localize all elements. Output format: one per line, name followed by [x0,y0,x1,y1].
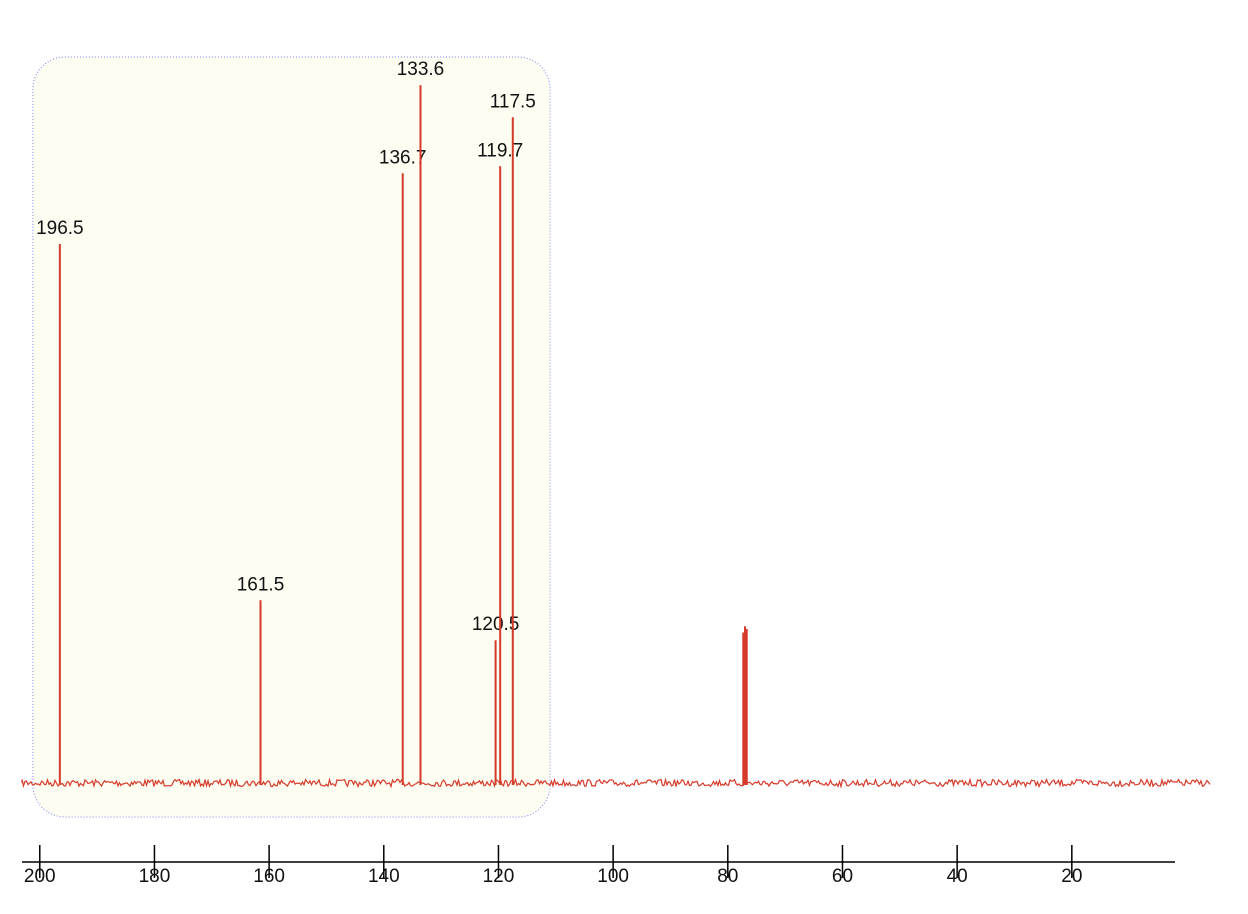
x-tick-label: 20 [1061,866,1082,887]
x-tick-label: 180 [139,866,171,887]
peak-label: 119.7 [477,140,523,161]
peak-label: 117.5 [490,91,536,112]
x-tick-label: 140 [368,866,400,887]
x-tick-label: 60 [832,866,853,887]
peak-label: 133.6 [397,59,445,80]
x-tick-label: 120 [483,866,515,887]
peak-label: 161.5 [237,574,285,595]
peak-label: 120.5 [472,614,520,635]
x-tick-label: 100 [597,866,629,887]
peak-label: 136.7 [379,147,427,168]
highlight-region [32,56,551,818]
x-tick-label: 160 [253,866,285,887]
x-tick-label: 40 [947,866,968,887]
x-tick-label: 200 [24,866,56,887]
x-tick-label: 80 [717,866,738,887]
baseline-noise [21,777,1211,789]
peak-label: 196.5 [36,218,84,239]
